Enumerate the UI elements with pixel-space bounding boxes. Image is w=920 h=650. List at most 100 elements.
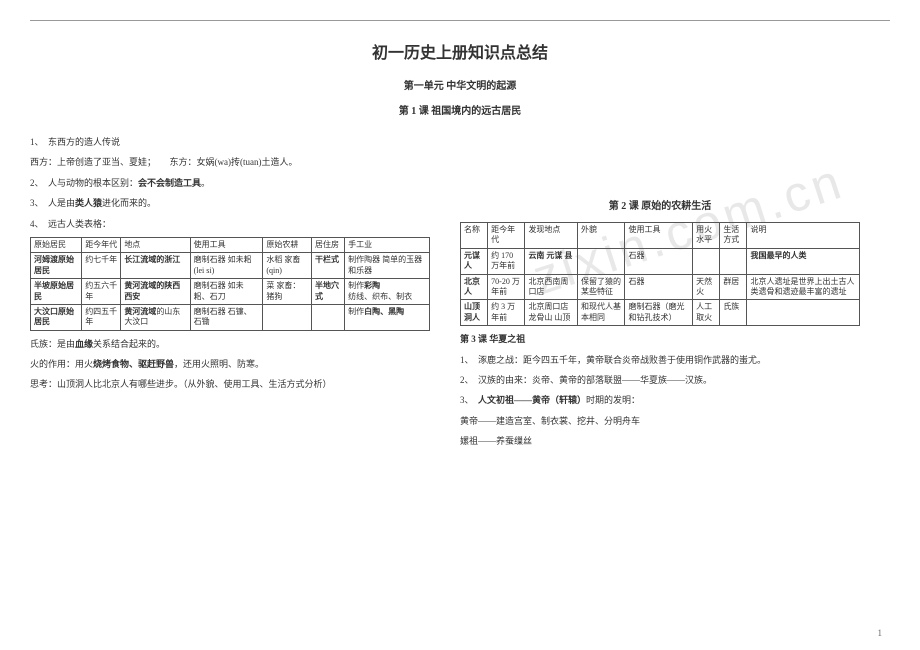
paragraph: 黄帝——建造宫室、制衣裳、挖井、分明舟车 bbox=[460, 414, 860, 428]
table-cell: 北京周口店龙骨山 山顶 bbox=[525, 300, 578, 326]
table-cell: 半坡原始居民 bbox=[31, 279, 82, 305]
table-cell bbox=[263, 304, 312, 330]
table-row: 原始居民 距今年代 地点 使用工具 原始农耕 居住房 手工业 bbox=[31, 237, 430, 252]
table-cell bbox=[693, 248, 720, 274]
table-cell: 手工业 bbox=[345, 237, 430, 252]
text: 3、 bbox=[460, 395, 478, 405]
table-cell: 黄河流域的山东大汶口 bbox=[121, 304, 190, 330]
table-cell: 群居 bbox=[720, 274, 747, 300]
table-cell: 北京人 bbox=[461, 274, 488, 300]
table-cell: 用火水平 bbox=[693, 223, 720, 249]
paragraph: 火的作用：用火烧烤食物、驱赶野兽，还用火照明、防寒。 bbox=[30, 357, 430, 371]
table-cell: 使用工具 bbox=[625, 223, 693, 249]
table-row: 山顶洞人 约 3 万年前 北京周口店龙骨山 山顶 和现代人基本相同 磨制石器（磨… bbox=[461, 300, 860, 326]
left-table: 原始居民 距今年代 地点 使用工具 原始农耕 居住房 手工业 河姆渡原始居民 约… bbox=[30, 237, 430, 331]
unit-title: 第一单元 中华文明的起源 bbox=[30, 77, 890, 92]
table-row: 大汶口原始居民 约四五千年 黄河流域的山东大汶口 磨制石器 石镰、石锄 制作白陶… bbox=[31, 304, 430, 330]
right-column: 第 2 课 原始的农耕生活 名称 距今年代 发现地点 外貌 使用工具 用火水平 … bbox=[460, 129, 860, 454]
text: ，还用火照明、防寒。 bbox=[174, 359, 264, 369]
two-column-layout: 1、 东西方的造人传说 西方：上帝创造了亚当、夏娃； 东方：女娲(wa)抟(tu… bbox=[30, 129, 890, 454]
lesson1-title: 第 1 课 祖国境内的远古居民 bbox=[30, 102, 890, 117]
paragraph: 嫘祖——养蚕缫丝 bbox=[460, 434, 860, 448]
table-cell: 石器 bbox=[625, 248, 693, 274]
table-cell: 制作彩陶纺线、织布、制衣 bbox=[345, 279, 430, 305]
table-cell: 发现地点 bbox=[525, 223, 578, 249]
table-cell: 生活方式 bbox=[720, 223, 747, 249]
text: 氏族：是由 bbox=[30, 339, 75, 349]
paragraph: 4、 远古人类表格： bbox=[30, 217, 430, 231]
text: 。 bbox=[201, 178, 210, 188]
bold-text: 类人猿 bbox=[75, 198, 102, 208]
table-cell: 保留了猿的某些特征 bbox=[578, 274, 625, 300]
table-cell: 原始农耕 bbox=[263, 237, 312, 252]
table-cell: 菜 家畜：猪狗 bbox=[263, 279, 312, 305]
table-cell: 磨制石器 石镰、石锄 bbox=[190, 304, 263, 330]
table-cell: 山顶洞人 bbox=[461, 300, 488, 326]
text: 火的作用：用火 bbox=[30, 359, 93, 369]
table-cell: 干栏式 bbox=[312, 253, 345, 279]
table-cell: 约 3 万年前 bbox=[488, 300, 525, 326]
paragraph: 西方：上帝创造了亚当、夏娃； 东方：女娲(wa)抟(tuan)土造人。 bbox=[30, 155, 430, 169]
text: 进化而来的。 bbox=[102, 198, 156, 208]
table-cell: 说明 bbox=[747, 223, 860, 249]
bold-text: 血缘 bbox=[75, 339, 93, 349]
table-cell: 大汶口原始居民 bbox=[31, 304, 82, 330]
left-column: 1、 东西方的造人传说 西方：上帝创造了亚当、夏娃； 东方：女娲(wa)抟(tu… bbox=[30, 129, 430, 454]
page-number: 1 bbox=[878, 628, 883, 638]
document-content: 初一历史上册知识点总结 第一单元 中华文明的起源 第 1 课 祖国境内的远古居民… bbox=[30, 20, 890, 454]
table-cell: 河姆渡原始居民 bbox=[31, 253, 82, 279]
paragraph: 1、 东西方的造人传说 bbox=[30, 135, 430, 149]
right-table: 名称 距今年代 发现地点 外貌 使用工具 用火水平 生活方式 说明 元谋人 约 … bbox=[460, 222, 860, 326]
lesson2-title: 第 2 课 原始的农耕生活 bbox=[460, 197, 860, 212]
doc-title: 初一历史上册知识点总结 bbox=[30, 39, 890, 63]
table-cell: 氏族 bbox=[720, 300, 747, 326]
paragraph: 2、 汉族的由来：炎帝、黄帝的部落联盟——华夏族——汉族。 bbox=[460, 373, 860, 387]
table-cell bbox=[747, 300, 860, 326]
text: 2、 人与动物的根本区别： bbox=[30, 178, 138, 188]
text: 时期的发明： bbox=[586, 395, 640, 405]
table-cell: 名称 bbox=[461, 223, 488, 249]
paragraph: 1、 涿鹿之战：距今四五千年，黄帝联合炎帝战败善于使用铜作武器的蚩尤。 bbox=[460, 353, 860, 367]
table-cell bbox=[720, 248, 747, 274]
table-cell: 约七千年 bbox=[82, 253, 121, 279]
table-cell: 水稻 家畜(qin) bbox=[263, 253, 312, 279]
table-row: 名称 距今年代 发现地点 外貌 使用工具 用火水平 生活方式 说明 bbox=[461, 223, 860, 249]
table-cell: 黄河流域的陕西西安 bbox=[121, 279, 190, 305]
lesson3-title: 第 3 课 华夏之祖 bbox=[460, 332, 860, 346]
table-cell: 居住房 bbox=[312, 237, 345, 252]
table-cell: 磨制石器 如未耜(lei si) bbox=[190, 253, 263, 279]
table-cell: 人工取火 bbox=[693, 300, 720, 326]
table-cell: 我国最早的人类 bbox=[747, 248, 860, 274]
table-cell bbox=[578, 248, 625, 274]
table-row: 河姆渡原始居民 约七千年 长江流域的浙江 磨制石器 如未耜(lei si) 水稻… bbox=[31, 253, 430, 279]
table-cell: 制作白陶、黑陶 bbox=[345, 304, 430, 330]
table-cell: 半地穴式 bbox=[312, 279, 345, 305]
table-cell: 距今年代 bbox=[82, 237, 121, 252]
paragraph: 3、 人文初祖——黄帝（轩辕）时期的发明： bbox=[460, 393, 860, 407]
table-cell: 磨制石器 如未耜、石刀 bbox=[190, 279, 263, 305]
table-cell: 原始居民 bbox=[31, 237, 82, 252]
table-cell: 约四五千年 bbox=[82, 304, 121, 330]
table-row: 元谋人 约 170 万年前 云南 元谋 县 石器 我国最早的人类 bbox=[461, 248, 860, 274]
table-cell bbox=[312, 304, 345, 330]
table-row: 北京人 70-20 万年前 北京西南周口店 保留了猿的某些特征 石器 天然火 群… bbox=[461, 274, 860, 300]
text: 3、 人是由 bbox=[30, 198, 75, 208]
table-cell: 天然火 bbox=[693, 274, 720, 300]
paragraph: 3、 人是由类人猿进化而来的。 bbox=[30, 196, 430, 210]
table-cell: 制作陶器 简单的玉器和乐器 bbox=[345, 253, 430, 279]
table-cell: 地点 bbox=[121, 237, 190, 252]
table-cell: 70-20 万年前 bbox=[488, 274, 525, 300]
table-cell: 外貌 bbox=[578, 223, 625, 249]
paragraph: 2、 人与动物的根本区别：会不会制造工具。 bbox=[30, 176, 430, 190]
table-cell: 石器 bbox=[625, 274, 693, 300]
bold-text: 会不会制造工具 bbox=[138, 178, 201, 188]
bold-text: 烧烤食物、驱赶野兽 bbox=[93, 359, 174, 369]
table-cell: 长江流域的浙江 bbox=[121, 253, 190, 279]
table-cell: 云南 元谋 县 bbox=[525, 248, 578, 274]
table-cell: 距今年代 bbox=[488, 223, 525, 249]
table-cell: 北京人遗址是世界上出土古人类遗骨和遗迹最丰富的遗址 bbox=[747, 274, 860, 300]
bold-text: 人文初祖——黄帝（轩辕） bbox=[478, 395, 586, 405]
table-cell: 北京西南周口店 bbox=[525, 274, 578, 300]
table-cell: 约 170 万年前 bbox=[488, 248, 525, 274]
paragraph: 思考：山顶洞人比北京人有哪些进步。（从外貌、使用工具、生活方式分析） bbox=[30, 377, 430, 391]
